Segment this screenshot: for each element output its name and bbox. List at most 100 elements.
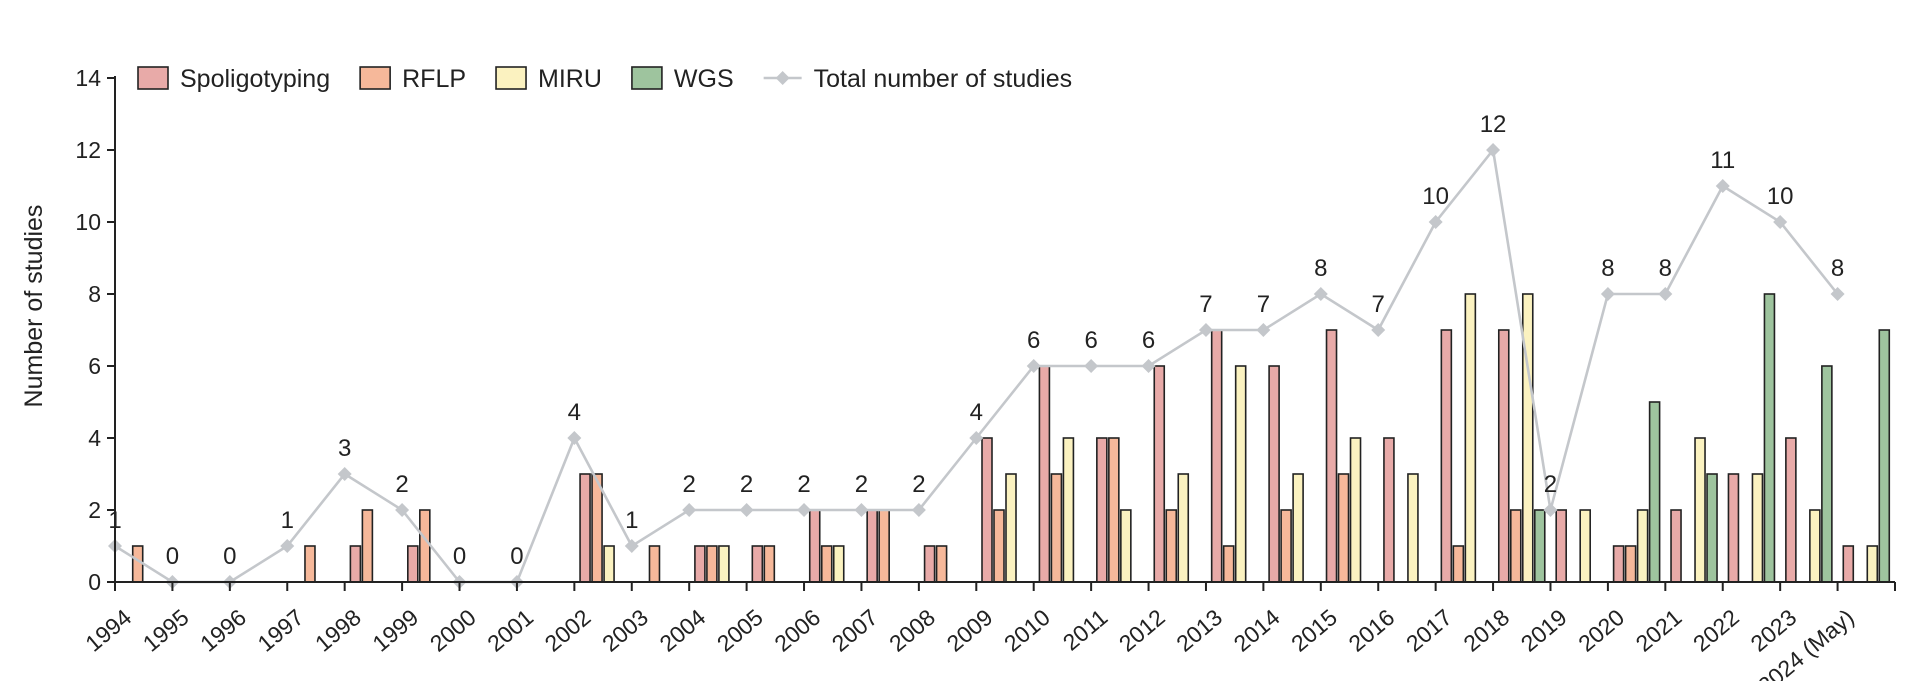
bar-spoligotyping-2022	[1727, 473, 1740, 583]
x-tick-label-2015: 2015	[1286, 604, 1342, 657]
x-tick-label-2019: 2019	[1516, 604, 1572, 657]
legend-item-rflp: RFLP	[359, 65, 466, 93]
total-label-2014: 7	[1257, 291, 1270, 318]
bar-spoligotyping-2014	[1268, 365, 1280, 583]
legend-label-rflp: RFLP	[402, 65, 466, 93]
total-point-2005	[739, 503, 754, 517]
x-tick-label-2008: 2008	[884, 604, 940, 657]
total-label-2019: 2	[1544, 471, 1557, 498]
x-tick-label-2013: 2013	[1171, 604, 1227, 657]
bar-spoligotyping-2024-may	[1842, 545, 1855, 583]
legend-swatch-spoligotyping	[137, 66, 169, 90]
x-tick-label-2010: 2010	[999, 604, 1055, 657]
bar-spoligotyping-2010	[1038, 365, 1051, 583]
bar-rflp-1997	[304, 545, 316, 583]
total-point-2009	[969, 431, 984, 445]
x-tick-label-2014: 2014	[1229, 604, 1285, 657]
y-tick-label-12: 12	[75, 137, 101, 163]
total-label-2005: 2	[740, 471, 753, 498]
bar-miru-2012	[1177, 473, 1190, 583]
total-studies-line	[114, 146, 1839, 584]
bar-wgs-2023	[1821, 365, 1833, 583]
legend-swatch-wgs	[631, 66, 663, 90]
x-tick-label-2009: 2009	[942, 604, 998, 657]
total-label-2004: 2	[683, 471, 696, 498]
legend: Spoligotyping RFLP MIRU WGS Total number of …	[137, 65, 1072, 93]
bar-rflp-2014	[1280, 509, 1292, 583]
bar-rflp-2018	[1509, 509, 1522, 583]
bar-miru-2024-may	[1866, 545, 1879, 583]
bar-wgs-2018	[1533, 509, 1546, 583]
x-tick-label-2003: 2003	[597, 604, 653, 657]
total-label-2006: 2	[797, 471, 810, 498]
legend-label-miru: MIRU	[538, 65, 602, 93]
total-label-2013: 7	[1199, 291, 1212, 318]
bar-spoligotyping-2006	[808, 509, 821, 583]
bars-layer	[131, 293, 1891, 583]
bar-miru-2010	[1062, 437, 1075, 583]
y-tick-label-8: 8	[88, 281, 101, 307]
bar-spoligotyping-2021	[1670, 509, 1682, 583]
total-label-2003: 1	[625, 507, 638, 534]
bar-miru-2016	[1407, 473, 1419, 583]
x-tick-label-2012: 2012	[1114, 604, 1170, 657]
total-point-2010	[1026, 359, 1041, 373]
bar-rflp-2010	[1050, 473, 1063, 583]
bar-rflp-2002	[591, 473, 603, 583]
legend-item-wgs: WGS	[631, 65, 734, 93]
total-point-1997	[280, 539, 295, 553]
x-tick-label-2006: 2006	[769, 604, 825, 657]
y-tick-label-2: 2	[88, 497, 101, 523]
total-label-1994: 1	[108, 507, 121, 534]
bar-rflp-2008	[935, 545, 948, 583]
bar-rflp-2004	[706, 545, 718, 583]
bar-spoligotyping-2023	[1785, 437, 1797, 583]
bar-spoligotyping-1999	[407, 545, 419, 583]
bar-rflp-1998	[361, 509, 374, 583]
bar-miru-2009	[1005, 473, 1017, 583]
x-tick-label-2020: 2020	[1573, 604, 1629, 657]
total-point-2014	[1256, 323, 1271, 337]
bar-wgs-2022	[1763, 293, 1776, 583]
x-tick-label-2005: 2005	[712, 604, 768, 657]
total-point-2024-may	[1830, 287, 1845, 301]
legend-swatch-miru	[495, 66, 527, 90]
total-point-2004	[682, 503, 697, 517]
total-point-2006	[797, 503, 812, 517]
bar-rflp-2006	[820, 545, 833, 583]
bar-wgs-2021	[1706, 473, 1718, 583]
bar-rflp-2012	[1165, 509, 1178, 583]
total-point-2016	[1371, 323, 1386, 337]
x-tick-label-1996: 1996	[195, 604, 251, 657]
bar-miru-2023	[1809, 509, 1821, 583]
total-label-1996: 0	[223, 543, 236, 570]
x-tick-label-2017: 2017	[1401, 604, 1457, 657]
bar-spoligotyping-2017	[1440, 329, 1453, 583]
total-point-2021	[1658, 287, 1673, 301]
bar-spoligotyping-2009	[981, 437, 993, 583]
total-point-2011	[1084, 359, 1099, 373]
total-label-2010: 6	[1027, 327, 1040, 354]
bar-miru-2002	[603, 545, 615, 583]
total-label-2011: 6	[1084, 327, 1097, 354]
bar-spoligotyping-2011	[1096, 437, 1108, 583]
total-label-2001: 0	[510, 543, 523, 570]
x-tick-label-1998: 1998	[310, 604, 366, 657]
total-point-2022	[1715, 179, 1730, 193]
x-tick-label-2021: 2021	[1631, 604, 1687, 657]
total-point-2015	[1313, 287, 1328, 301]
legend-item-spoligotyping: Spoligotyping	[137, 65, 330, 93]
bar-rflp-2003	[648, 545, 661, 583]
y-tick-label-14: 14	[75, 65, 101, 91]
total-label-1995: 0	[166, 543, 179, 570]
x-tick-label-2000: 2000	[425, 604, 481, 657]
bar-spoligotyping-2016	[1383, 437, 1395, 583]
bar-spoligotyping-2005	[751, 545, 764, 583]
x-tick-label-2004: 2004	[654, 604, 710, 657]
x-tick-label-2011: 2011	[1058, 604, 1113, 656]
bar-spoligotyping-2004	[694, 545, 706, 583]
total-label-2002: 4	[568, 399, 581, 426]
